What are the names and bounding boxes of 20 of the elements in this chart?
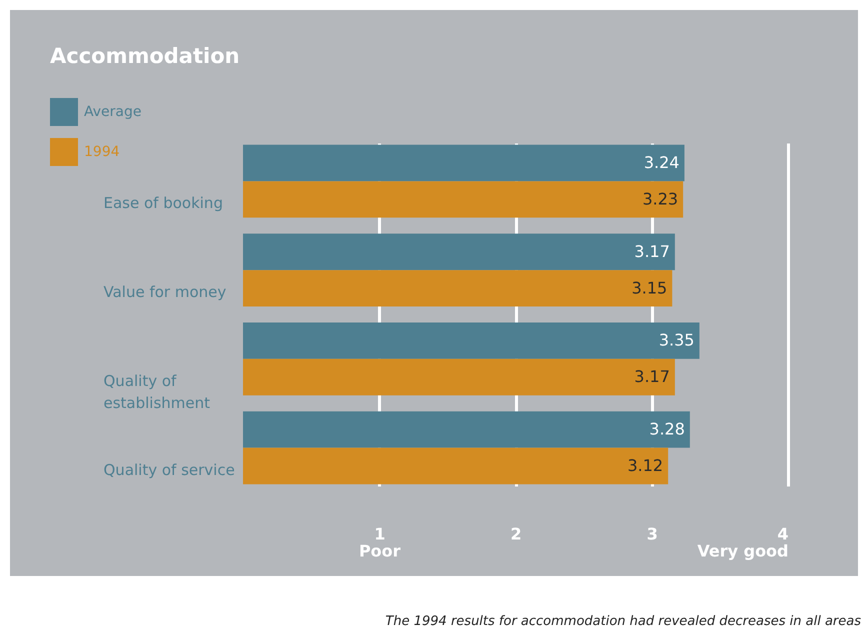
y-tick-label: Value for money xyxy=(104,283,226,302)
data-label: 3.12 xyxy=(627,456,664,476)
y-tick-label: Ease of booking xyxy=(104,194,223,212)
x-tick-label: 4 Very good xyxy=(697,524,788,560)
data-label: 3.24 xyxy=(644,152,680,172)
legend-label: 1994 xyxy=(84,144,120,160)
legend-label: Average xyxy=(84,104,142,120)
x-tick-label: 3 xyxy=(646,524,658,544)
text: The 1994 results for accommodation had revealed decreases in all areas xyxy=(385,614,861,629)
data-label: 3.23 xyxy=(642,189,678,208)
chart-title: Accommodation xyxy=(50,44,240,68)
x-tick-label: 2 xyxy=(510,524,522,544)
data-label: 3.35 xyxy=(658,330,694,350)
data-label: 3.15 xyxy=(632,278,668,298)
data-label: 3.17 xyxy=(634,242,670,261)
data-label: 3.28 xyxy=(649,420,685,439)
data-label: 3.17 xyxy=(634,367,670,386)
y-tick-label: Quality of establishment xyxy=(104,372,210,412)
x-tick-label: 1 Poor xyxy=(358,524,401,560)
y-tick-label: Quality of service xyxy=(104,460,235,479)
